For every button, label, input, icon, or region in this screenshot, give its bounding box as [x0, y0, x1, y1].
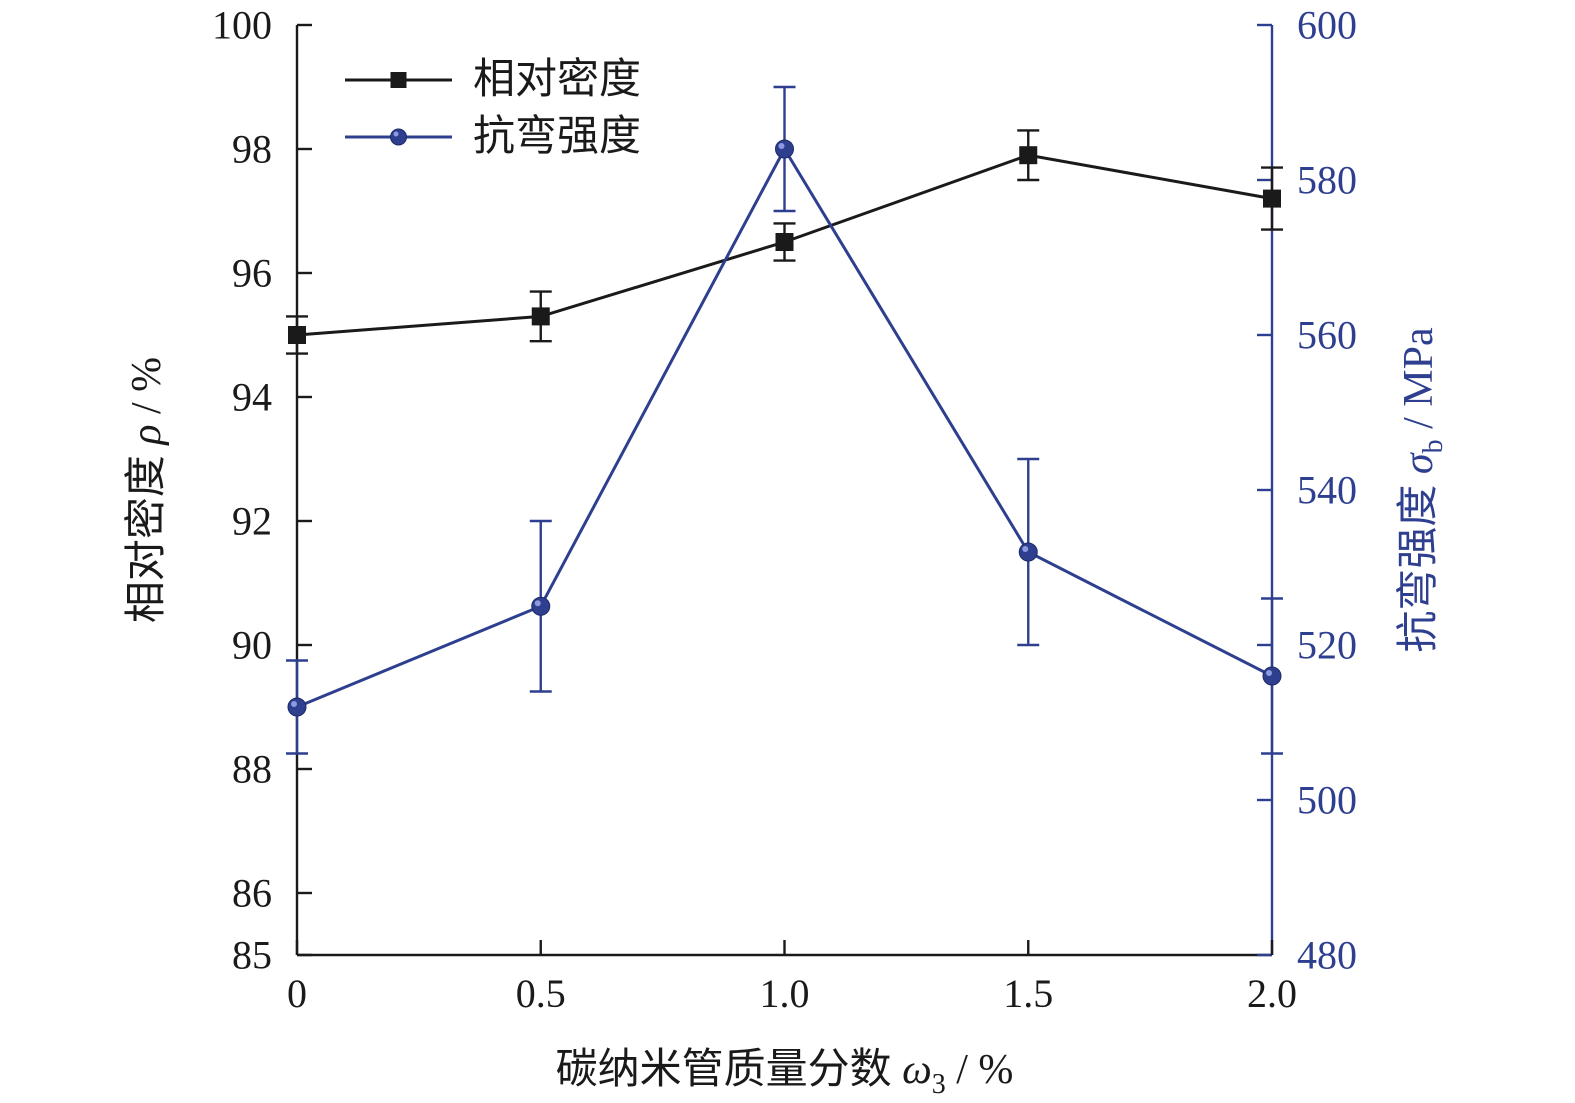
strength-marker-highlight: [291, 701, 297, 707]
series-markers-layer: [287, 139, 1282, 717]
strength-marker: [287, 697, 307, 717]
left-axis-tick-label: 86: [232, 871, 272, 916]
right-axis-title-subscript: b: [1418, 439, 1449, 453]
left-axis-tick-label: 92: [232, 499, 272, 544]
left-axis-title-symbol: ρ: [124, 424, 170, 446]
left-axis-tick-label: 85: [232, 933, 272, 978]
strength-marker: [531, 596, 551, 616]
x-axis-title-unit: / %: [946, 1047, 1014, 1093]
left-axis-title: 相对密度 ρ / %: [123, 357, 170, 623]
density-marker: [1019, 146, 1038, 165]
right-axis-tick-label: 580: [1297, 158, 1357, 203]
legend-label-strength: 抗弯强度: [473, 113, 641, 160]
density-marker: [531, 307, 550, 326]
legend-marker-strength: [390, 128, 407, 146]
density-marker: [775, 233, 794, 251]
right-axis-title: 抗弯强度 σb / MPa: [1395, 327, 1449, 653]
right-axis-title-symbol: σ: [1396, 451, 1442, 474]
strength-marker-highlight: [1266, 670, 1272, 676]
density-marker: [288, 326, 306, 344]
x-axis-title-text: 碳纳米管质量分数: [556, 1047, 903, 1093]
left-axis-tick-label: 94: [232, 375, 272, 420]
strength-marker-highlight: [778, 143, 785, 149]
right-axis-tick-label: 600: [1297, 3, 1357, 48]
left-axis-tick-label: 90: [232, 623, 272, 668]
x-axis-title-subscript: 3: [932, 1069, 946, 1100]
right-axis-tick-label: 480: [1297, 933, 1357, 978]
x-axis-title-symbol: ω: [902, 1047, 932, 1093]
right-axis-title-text: 抗弯强度: [1395, 474, 1442, 653]
density-marker: [1263, 189, 1281, 208]
right-axis-title-unit: / MPa: [1396, 327, 1442, 439]
x-axis-tick-label: 0.5: [516, 971, 566, 1016]
right-axis-tick-label: 540: [1297, 468, 1357, 513]
left-axis-tick-label: 98: [232, 127, 272, 172]
legend-marker-highlight-strength: [393, 131, 399, 137]
right-axis-tick-label: 520: [1297, 623, 1357, 668]
axes-layer: 85 86 88 90 92 94 96 98 100 480 500 520 540 560 580 600…: [123, 3, 1449, 1101]
x-axis-tick-label: 2.0: [1247, 971, 1297, 1016]
left-axis-title-text: 相对密度: [123, 445, 170, 624]
strength-marker: [1018, 542, 1038, 562]
right-axis-tick-label: 500: [1297, 778, 1357, 823]
right-axis-tick-label: 560: [1297, 313, 1357, 358]
x-axis-title: 碳纳米管质量分数 ω3 / %: [556, 1047, 1014, 1100]
x-axis-tick-label: 1.5: [1003, 971, 1053, 1016]
strength-marker-highlight: [534, 600, 541, 607]
left-axis-tick-label: 100: [212, 3, 272, 48]
left-axis-title-unit: / %: [124, 357, 170, 425]
legend-marker-density: [390, 72, 407, 88]
strength-marker: [1262, 666, 1282, 686]
left-axis-tick-label: 88: [232, 747, 272, 792]
error-bars-layer: [286, 85, 1283, 755]
x-axis-tick-label: 1.0: [760, 971, 810, 1016]
strength-marker: [775, 139, 794, 159]
x-axis-tick-label: 0: [287, 971, 307, 1016]
strength-marker-highlight: [1022, 546, 1029, 552]
legend-label-density: 相对密度: [473, 56, 641, 103]
left-axis-tick-label: 96: [232, 251, 272, 296]
